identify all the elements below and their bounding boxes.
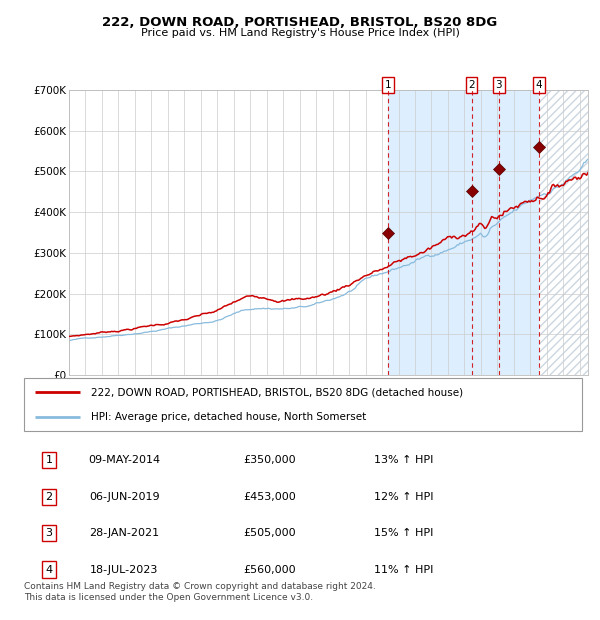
Text: Contains HM Land Registry data © Crown copyright and database right 2024.
This d: Contains HM Land Registry data © Crown c… xyxy=(24,582,376,603)
Text: 2: 2 xyxy=(468,80,475,90)
Text: 06-JUN-2019: 06-JUN-2019 xyxy=(89,492,160,502)
Text: 4: 4 xyxy=(536,80,542,90)
Text: 28-JAN-2021: 28-JAN-2021 xyxy=(89,528,160,538)
FancyBboxPatch shape xyxy=(24,378,582,431)
Bar xyxy=(388,90,539,375)
Text: £453,000: £453,000 xyxy=(243,492,296,502)
Text: 09-MAY-2014: 09-MAY-2014 xyxy=(88,455,161,465)
Text: 11% ↑ HPI: 11% ↑ HPI xyxy=(374,564,433,575)
Text: 12% ↑ HPI: 12% ↑ HPI xyxy=(374,492,433,502)
Text: 1: 1 xyxy=(385,80,391,90)
Text: 13% ↑ HPI: 13% ↑ HPI xyxy=(374,455,433,465)
Text: £505,000: £505,000 xyxy=(243,528,296,538)
Text: £560,000: £560,000 xyxy=(243,564,296,575)
Text: 18-JUL-2023: 18-JUL-2023 xyxy=(90,564,158,575)
Text: 3: 3 xyxy=(46,528,53,538)
Text: HPI: Average price, detached house, North Somerset: HPI: Average price, detached house, Nort… xyxy=(91,412,366,422)
Text: 2: 2 xyxy=(46,492,53,502)
Text: 3: 3 xyxy=(496,80,502,90)
Text: 1: 1 xyxy=(46,455,53,465)
Text: 222, DOWN ROAD, PORTISHEAD, BRISTOL, BS20 8DG: 222, DOWN ROAD, PORTISHEAD, BRISTOL, BS2… xyxy=(103,16,497,29)
Bar xyxy=(539,90,588,375)
Text: 222, DOWN ROAD, PORTISHEAD, BRISTOL, BS20 8DG (detached house): 222, DOWN ROAD, PORTISHEAD, BRISTOL, BS2… xyxy=(91,388,463,397)
Text: £350,000: £350,000 xyxy=(243,455,296,465)
Text: 4: 4 xyxy=(46,564,53,575)
Text: Price paid vs. HM Land Registry's House Price Index (HPI): Price paid vs. HM Land Registry's House … xyxy=(140,28,460,38)
Bar xyxy=(539,90,588,375)
Text: 15% ↑ HPI: 15% ↑ HPI xyxy=(374,528,433,538)
